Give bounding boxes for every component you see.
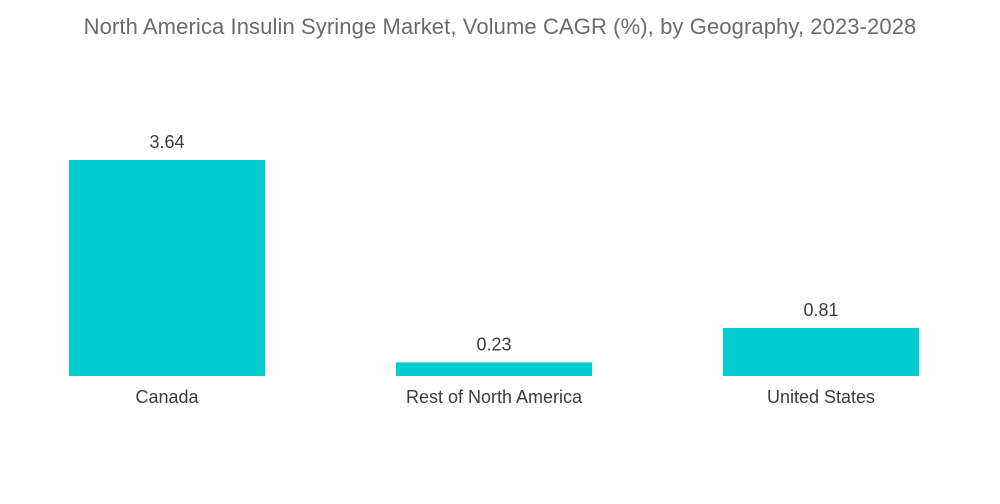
- data-label-canada: 3.64: [149, 132, 184, 152]
- data-label-rest-of-north-america: 0.23: [476, 334, 511, 354]
- chart-title: North America Insulin Syringe Market, Vo…: [83, 14, 917, 39]
- bar-united-states: [723, 327, 919, 376]
- data-label-united-states: 0.81: [803, 300, 838, 320]
- category-label-united-states: United States: [767, 387, 875, 407]
- category-label-rest-of-north-america: Rest of North America: [406, 387, 583, 407]
- bar-canada: [69, 160, 265, 376]
- bar-rest-of-north-america: [396, 362, 592, 376]
- category-label-canada: Canada: [135, 387, 199, 407]
